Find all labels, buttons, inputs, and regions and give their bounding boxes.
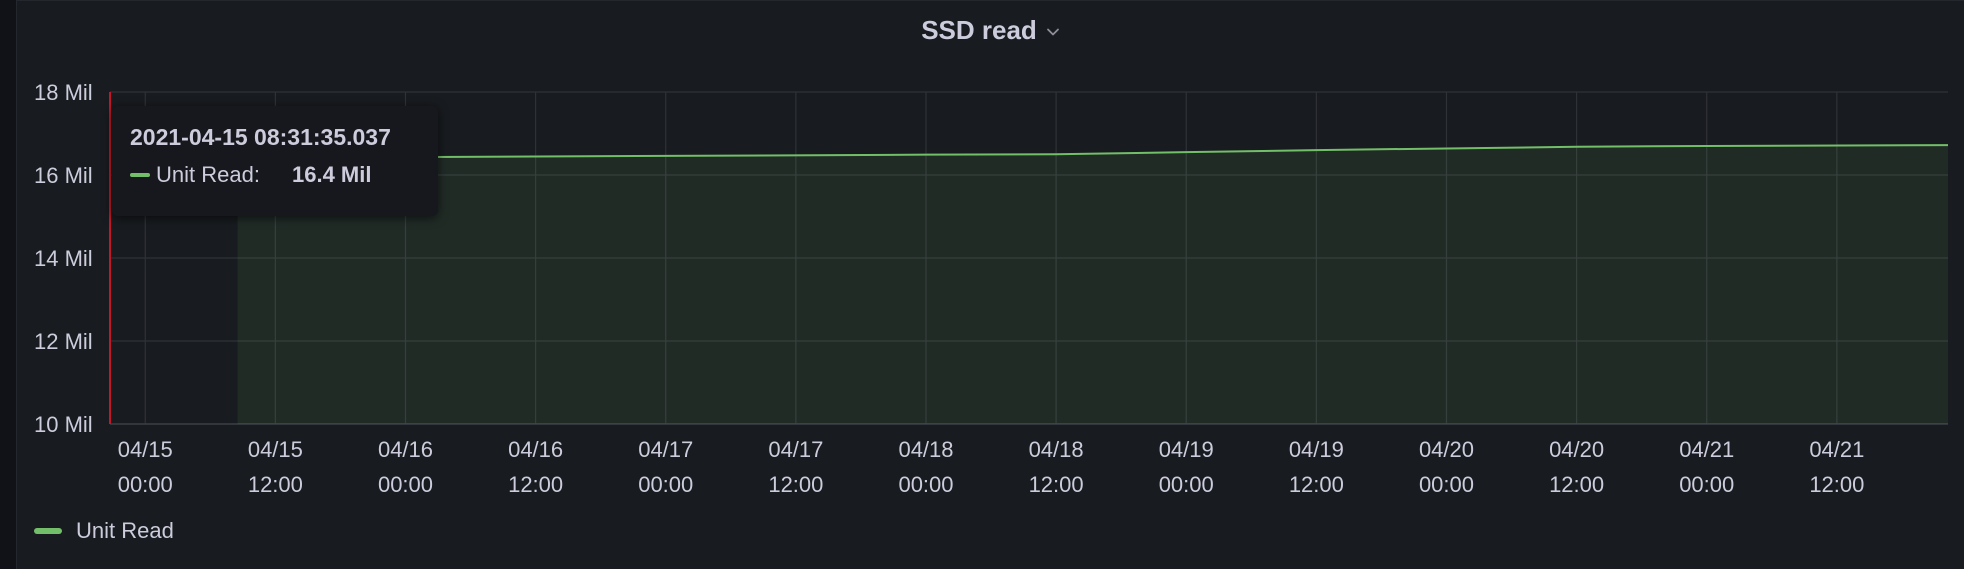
panel-header[interactable]: SSD read <box>17 11 1964 49</box>
x-tick-label-date: 04/16 <box>378 437 433 462</box>
x-tick-label-time: 00:00 <box>1419 472 1474 497</box>
x-tick-label-date: 04/15 <box>248 437 303 462</box>
tooltip-series-name: Unit Read: <box>156 162 260 187</box>
x-tick-label-date: 04/18 <box>1029 437 1084 462</box>
x-tick-label-date: 04/17 <box>638 437 693 462</box>
x-tick-label-time: 00:00 <box>118 472 173 497</box>
tooltip-series-swatch <box>130 173 150 177</box>
x-tick-label-date: 04/21 <box>1809 437 1864 462</box>
tooltip-value: 16.4 Mil <box>292 162 372 187</box>
x-tick-label-date: 04/18 <box>898 437 953 462</box>
tooltip-row: Unit Read: 16.4 Mil <box>130 160 420 190</box>
x-tick-label-date: 04/19 <box>1159 437 1214 462</box>
graph-panel: SSD read <box>16 0 1964 569</box>
y-tick-label: 10 Mil <box>34 412 93 437</box>
legend-swatch[interactable] <box>34 528 62 534</box>
x-tick-label-time: 12:00 <box>768 472 823 497</box>
x-tick-label-time: 12:00 <box>508 472 563 497</box>
x-tick-label-date: 04/19 <box>1289 437 1344 462</box>
chevron-down-icon[interactable] <box>1045 24 1061 40</box>
x-tick-label-time: 00:00 <box>1679 472 1734 497</box>
x-tick-label-date: 04/20 <box>1549 437 1604 462</box>
panel-title[interactable]: SSD read <box>921 14 1037 45</box>
x-tick-label-time: 12:00 <box>1809 472 1864 497</box>
x-tick-label-time: 00:00 <box>638 472 693 497</box>
x-tick-label-date: 04/20 <box>1419 437 1474 462</box>
y-tick-label: 12 Mil <box>34 329 93 354</box>
y-tick-label: 18 Mil <box>34 80 93 105</box>
series-area <box>237 145 1948 424</box>
x-tick-label-date: 04/16 <box>508 437 563 462</box>
series-area-fill <box>237 145 1948 424</box>
y-axis: 10 Mil 12 Mil 14 Mil 16 Mil 18 Mil <box>34 80 93 437</box>
x-tick-label-time: 12:00 <box>1029 472 1084 497</box>
x-tick-label-date: 04/21 <box>1679 437 1734 462</box>
x-tick-label-time: 12:00 <box>1289 472 1344 497</box>
x-tick-label-time: 00:00 <box>898 472 953 497</box>
x-tick-label-time: 12:00 <box>1549 472 1604 497</box>
x-tick-label-time: 00:00 <box>378 472 433 497</box>
tooltip-timestamp: 2021-04-15 08:31:35.037 <box>130 124 391 150</box>
x-axis: 04/15 00:00 04/15 12:00 04/16 00:00 04/16 12:00… <box>118 437 1865 497</box>
legend-item-unit-read[interactable]: Unit Read <box>76 518 174 543</box>
y-tick-label: 14 Mil <box>34 246 93 271</box>
hover-tooltip: 2021-04-15 08:31:35.037 Unit Read: 16.4 … <box>112 106 438 216</box>
series-line-group <box>237 144 1949 160</box>
x-tick-label-date: 04/15 <box>118 437 173 462</box>
legend: Unit Read <box>34 518 174 544</box>
x-tick-label-time: 00:00 <box>1159 472 1214 497</box>
x-tick-label-date: 04/17 <box>768 437 823 462</box>
y-tick-label: 16 Mil <box>34 163 93 188</box>
x-tick-label-time: 12:00 <box>248 472 303 497</box>
series-line-unit-read <box>237 144 1949 160</box>
